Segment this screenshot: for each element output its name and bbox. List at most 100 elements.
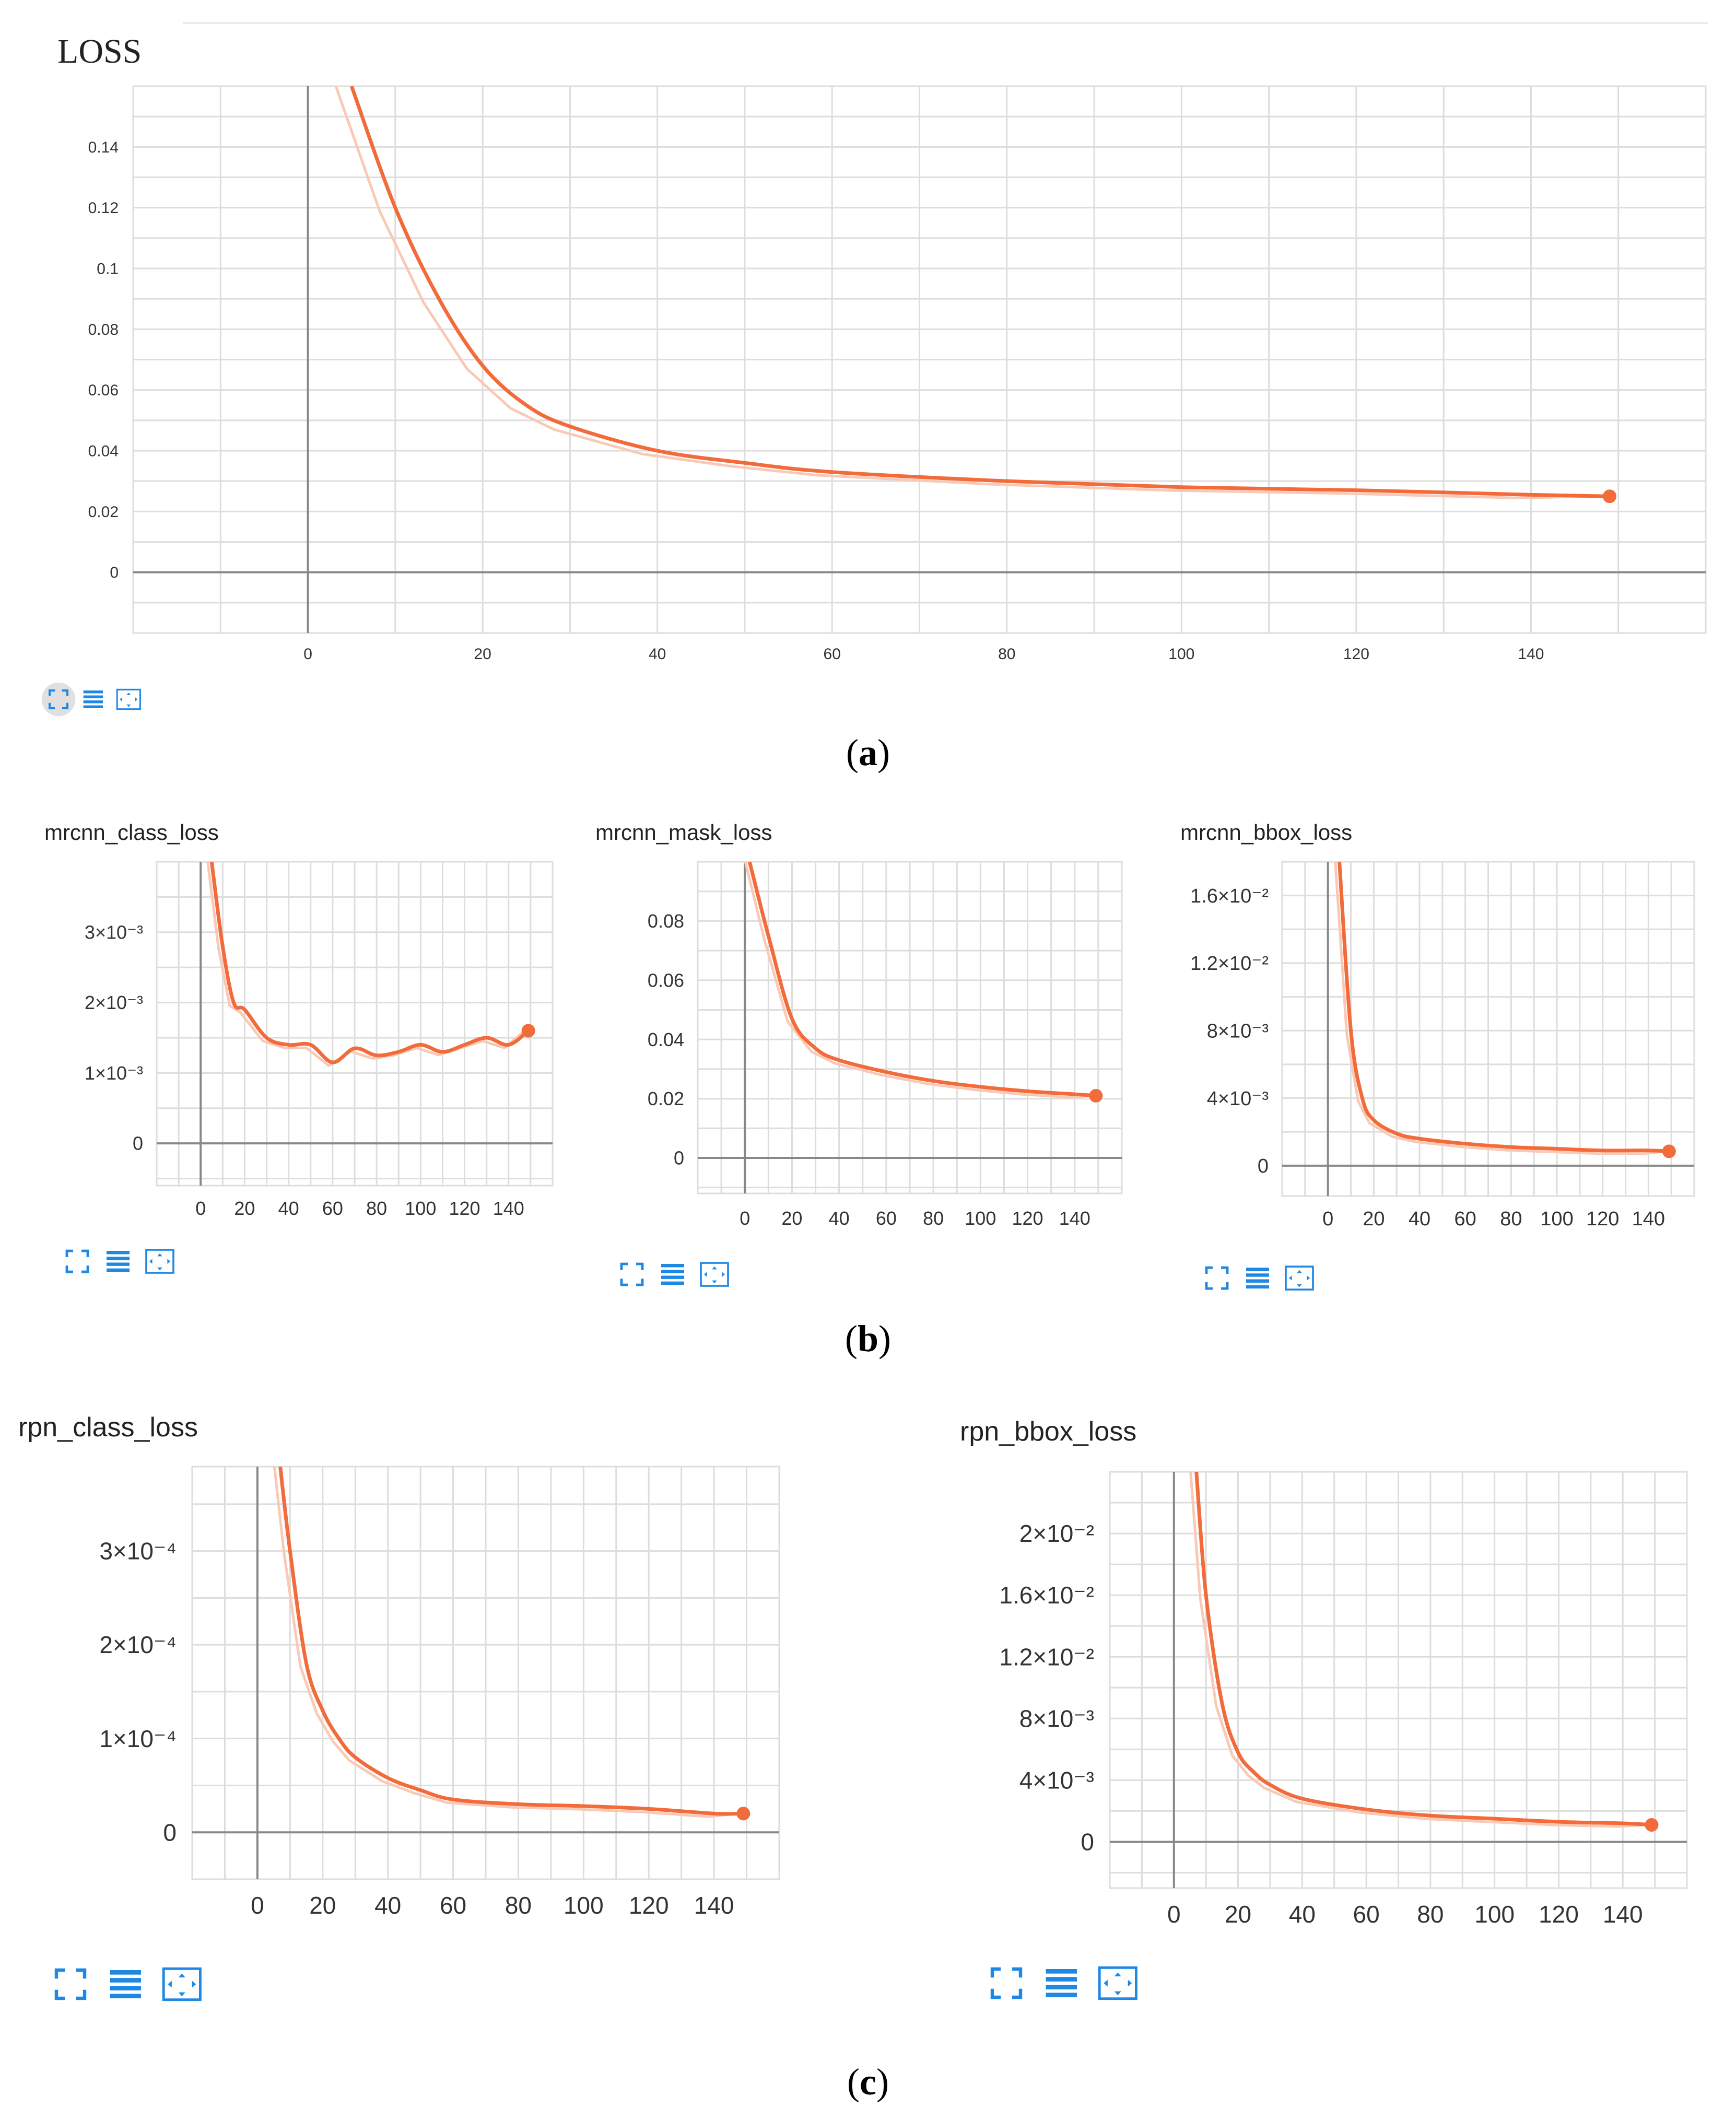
x-tick-label: 80 xyxy=(1417,1901,1444,1928)
y-tick-label: 2×10⁻² xyxy=(1019,1520,1094,1547)
chart-b1: mrcnn_class_loss 0 20 40 60 80 100 120 140 0 1×10⁻… xyxy=(44,820,554,1274)
x-tick-label: 0 xyxy=(195,1198,206,1219)
chart-a: LOSS 0 20 40 60 80 100 120 140 0 0.02 0.04 0.06 0.08 0… xyxy=(41,32,1707,717)
chart-title-b2: mrcnn_mask_loss xyxy=(595,820,772,845)
y-tick-label: 8×10⁻³ xyxy=(1019,1705,1094,1732)
caption-b: (b) xyxy=(844,1318,892,1360)
last-point-marker[interactable] xyxy=(736,1807,750,1821)
data-list-icon[interactable] xyxy=(107,1251,130,1272)
x-tick-label: 80 xyxy=(505,1892,532,1919)
series-line-smoothed xyxy=(1338,862,1669,1153)
y-tick-label: 0.06 xyxy=(88,382,119,399)
chart-title-c1: rpn_class_loss xyxy=(18,1412,198,1443)
last-point-marker[interactable] xyxy=(1662,1144,1676,1158)
x-tick-label: 120 xyxy=(1586,1208,1619,1230)
x-tick-label: 80 xyxy=(923,1208,944,1229)
x-tick-label: 120 xyxy=(1539,1901,1579,1928)
x-tick-label: 0 xyxy=(740,1208,750,1229)
data-list-icon[interactable] xyxy=(110,1970,141,1998)
chart-b2: mrcnn_mask_loss 0 20 40 60 80 100 120 140 0 0.02 0.… xyxy=(595,820,1123,1287)
y-tick-label: 0.04 xyxy=(88,443,119,460)
y-tick-label: 0.02 xyxy=(88,503,119,521)
x-tick-label: 40 xyxy=(374,1892,401,1919)
y-tick-label: 0.06 xyxy=(648,969,684,991)
series-line-smoothed xyxy=(747,862,1096,1098)
y-tick-label: 1.6×10⁻² xyxy=(1190,885,1269,907)
x-tick-label: 120 xyxy=(629,1892,669,1919)
x-tick-label: 60 xyxy=(440,1892,466,1919)
x-tick-label: 100 xyxy=(1540,1208,1573,1230)
y-tick-label: 0.14 xyxy=(88,139,119,156)
y-tick-label: 1.6×10⁻² xyxy=(999,1582,1094,1609)
toggle-y-log-icon[interactable] xyxy=(1098,1966,1137,2000)
series-line-smoothed xyxy=(1194,1472,1652,1827)
data-list-icon[interactable] xyxy=(1246,1268,1269,1289)
x-tick-label: 100 xyxy=(1474,1901,1515,1928)
x-tick-label: 80 xyxy=(998,646,1015,663)
y-tick-label: 0.08 xyxy=(88,321,119,338)
x-tick-label: 60 xyxy=(1455,1208,1476,1230)
y-tick-label: 0.08 xyxy=(648,910,684,932)
last-point-marker[interactable] xyxy=(1645,1818,1659,1832)
x-tick-label: 140 xyxy=(1518,646,1544,663)
y-tick-label: 2×10⁻³ xyxy=(85,992,143,1013)
chart-c1: rpn_class_loss 0 20 40 60 80 100 120 140 0 1×10⁻⁴ 2… xyxy=(18,1412,780,2001)
x-tick-label: 20 xyxy=(309,1892,336,1919)
x-tick-label: 140 xyxy=(1603,1901,1643,1928)
x-tick-label: 20 xyxy=(1363,1208,1385,1230)
x-tick-label: 100 xyxy=(564,1892,604,1919)
fit-domain-icon[interactable] xyxy=(41,682,76,717)
y-tick-label: 0.1 xyxy=(97,261,119,278)
x-tick-label: 0 xyxy=(1167,1901,1181,1928)
raw-series-line xyxy=(273,1467,738,1818)
x-tick-label: 40 xyxy=(829,1208,850,1229)
y-tick-label: 0 xyxy=(163,1819,177,1846)
y-tick-label: 0.04 xyxy=(648,1029,684,1050)
y-tick-label: 2×10⁻⁴ xyxy=(99,1631,177,1658)
x-tick-label: 100 xyxy=(1168,646,1194,663)
y-tick-label: 1×10⁻⁴ xyxy=(99,1725,177,1752)
y-tick-label: 1.2×10⁻² xyxy=(1190,953,1269,975)
fit-domain-icon[interactable] xyxy=(620,1262,644,1286)
x-tick-label: 140 xyxy=(1632,1208,1665,1230)
toggle-y-log-icon[interactable] xyxy=(700,1262,729,1287)
x-tick-label: 80 xyxy=(1500,1208,1522,1230)
x-tick-label: 100 xyxy=(965,1208,996,1229)
last-point-marker[interactable] xyxy=(1089,1088,1103,1103)
last-point-marker[interactable] xyxy=(521,1024,535,1038)
x-tick-label: 0 xyxy=(251,1892,264,1919)
toggle-y-log-icon[interactable] xyxy=(162,1967,202,2001)
x-tick-label: 20 xyxy=(474,646,491,663)
x-tick-label: 40 xyxy=(1289,1901,1316,1928)
y-tick-label: 8×10⁻³ xyxy=(1207,1021,1269,1043)
y-tick-label: 4×10⁻³ xyxy=(1207,1088,1269,1110)
fit-domain-icon[interactable] xyxy=(1205,1266,1229,1290)
toggle-y-log-icon[interactable] xyxy=(116,688,141,710)
x-tick-label: 20 xyxy=(1225,1901,1251,1928)
y-tick-label: 3×10⁻³ xyxy=(85,921,143,943)
y-tick-label: 0 xyxy=(110,564,119,581)
data-list-icon[interactable] xyxy=(83,690,103,708)
chart-c2: rpn_bbox_loss 0 20 40 60 80 100 120 140 0 4×10⁻³ 8×… xyxy=(960,1416,1688,2000)
x-tick-label: 0 xyxy=(303,646,312,663)
x-tick-label: 120 xyxy=(1343,646,1369,663)
chart-title-c2: rpn_bbox_loss xyxy=(960,1416,1136,1447)
fit-domain-icon[interactable] xyxy=(54,1968,87,2000)
x-tick-label: 60 xyxy=(322,1198,343,1219)
fit-domain-icon[interactable] xyxy=(65,1249,89,1273)
x-tick-label: 0 xyxy=(1322,1208,1333,1230)
last-point-marker[interactable] xyxy=(1602,489,1616,503)
data-list-icon[interactable] xyxy=(1046,1969,1077,1997)
data-list-icon[interactable] xyxy=(661,1264,684,1285)
chart-title-b1: mrcnn_class_loss xyxy=(44,820,219,845)
x-tick-label: 60 xyxy=(824,646,841,663)
x-tick-label: 40 xyxy=(649,646,666,663)
raw-series-line xyxy=(334,86,1594,499)
raw-series-line xyxy=(1189,1472,1646,1828)
toggle-y-log-icon[interactable] xyxy=(145,1249,174,1274)
y-tick-label: 0 xyxy=(1081,1829,1094,1856)
y-tick-label: 3×10⁻⁴ xyxy=(99,1538,177,1565)
fit-domain-icon[interactable] xyxy=(990,1967,1023,1999)
toggle-y-log-icon[interactable] xyxy=(1285,1266,1314,1291)
y-tick-label: 0 xyxy=(674,1147,684,1169)
